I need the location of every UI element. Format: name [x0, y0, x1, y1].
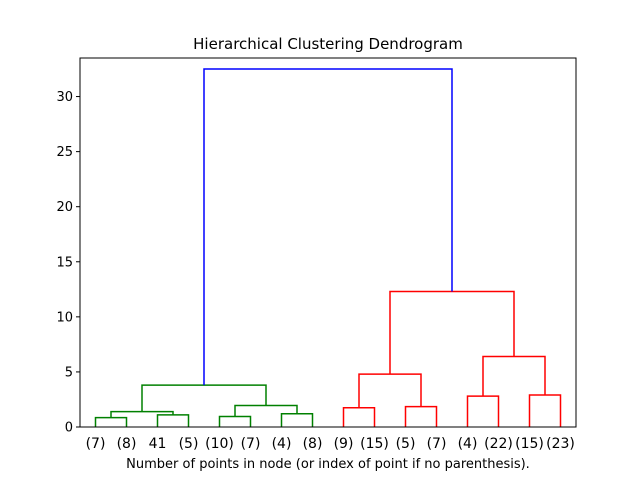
dendrogram-link-10 — [528, 394, 562, 427]
dendrogram-link-2 — [218, 415, 252, 427]
dendrogram-link-14 — [203, 68, 453, 386]
x-leaf-label: (8) — [117, 436, 137, 452]
y-tick-label: 0 — [65, 421, 73, 436]
dendrogram-link-9 — [466, 395, 500, 427]
y-tick-label: 25 — [56, 145, 73, 160]
x-leaf-label: (22) — [484, 436, 513, 452]
y-tick-label: 20 — [56, 200, 73, 215]
plot-frame — [79, 57, 577, 428]
dendrogram-link-0 — [94, 416, 128, 427]
x-leaf-label: (5) — [179, 436, 199, 452]
y-axis: 0 5 10 15 20 25 30 — [56, 90, 80, 436]
chart-title: Hierarchical Clustering Dendrogram — [193, 35, 463, 53]
x-leaf-label: (10) — [205, 436, 234, 452]
x-leaf-label: (5) — [396, 436, 416, 452]
x-leaf-label: (8) — [303, 436, 323, 452]
x-leaf-label: (9) — [334, 436, 354, 452]
dendrogram-link-5 — [234, 404, 298, 417]
y-tick-label: 5 — [65, 365, 73, 380]
x-leaf-label: (15) — [515, 436, 544, 452]
x-axis-label: Number of points in node (or index of po… — [126, 457, 530, 472]
y-tick-label: 30 — [56, 90, 73, 105]
x-leaf-label: (15) — [360, 436, 389, 452]
x-leaf-label: (7) — [86, 436, 106, 452]
dendrogram-link-1 — [156, 414, 190, 427]
x-axis: (7) (8) 41 (5) (10) (7) (4) (8) (9) (15) (5) (7) (4)… — [86, 436, 575, 452]
x-leaf-label: 41 — [149, 436, 167, 452]
dendrogram-link-6 — [141, 384, 267, 412]
x-leaf-label: (4) — [458, 436, 478, 452]
dendrogram-link-12 — [482, 355, 546, 397]
y-tick-label: 15 — [56, 255, 73, 270]
dendrogram-link-7 — [342, 406, 376, 427]
dendrogram-link-11 — [358, 373, 422, 408]
x-leaf-label: (7) — [241, 436, 261, 452]
dendrogram-link-8 — [404, 405, 438, 427]
x-leaf-label: (4) — [272, 436, 292, 452]
x-leaf-label: (7) — [427, 436, 447, 452]
dendrogram-links — [94, 68, 562, 427]
dendrogram-link-13 — [389, 290, 515, 375]
y-tick-label: 10 — [56, 310, 73, 325]
dendrogram-link-3 — [280, 413, 314, 427]
x-leaf-label: (23) — [546, 436, 575, 452]
